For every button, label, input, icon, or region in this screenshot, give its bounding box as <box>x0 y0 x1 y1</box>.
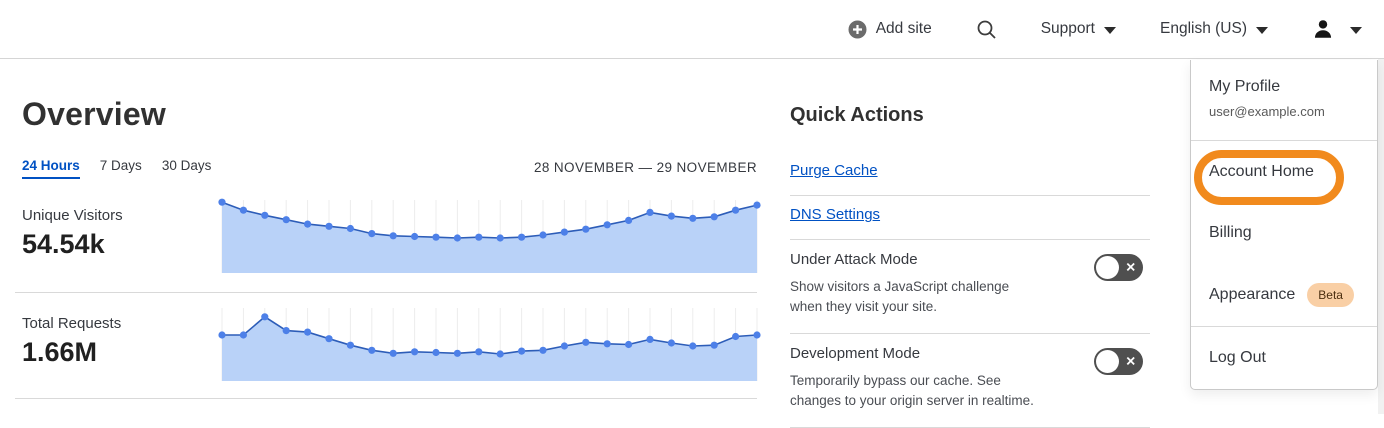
total-requests-label: Total Requests <box>22 315 122 332</box>
purge-cache-link[interactable]: Purge Cache <box>790 162 878 179</box>
toggle-off-x-icon: ✕ <box>1125 354 1136 368</box>
development-mode-row: Development Mode Temporarily bypass our … <box>790 334 1150 428</box>
language-menu-button[interactable]: English (US) <box>1160 20 1268 38</box>
profile-email: user@example.com <box>1209 104 1325 119</box>
purge-cache-row: Purge Cache <box>790 152 1150 196</box>
development-mode-label: Development Mode <box>790 345 921 362</box>
add-site-label: Add site <box>875 20 932 37</box>
quick-actions-title: Quick Actions <box>790 104 924 126</box>
development-mode-description: Temporarily bypass our cache. See change… <box>790 371 1150 410</box>
page-title: Overview <box>22 96 166 132</box>
unique-visitors-label: Unique Visitors <box>22 207 123 224</box>
menu-item-log-out[interactable]: Log Out <box>1209 349 1266 367</box>
quick-actions-panel: Quick Actions Purge Cache DNS Settings U… <box>790 104 1150 428</box>
toggle-off-x-icon: ✕ <box>1125 260 1136 274</box>
dns-settings-row: DNS Settings <box>790 196 1150 240</box>
total-requests-value: 1.66M <box>22 337 98 367</box>
divider <box>15 292 757 293</box>
dns-settings-link[interactable]: DNS Settings <box>790 206 881 223</box>
search-icon <box>977 20 996 39</box>
total-requests-chart <box>218 308 761 381</box>
toggle-knob <box>1096 350 1119 373</box>
toggle-knob <box>1096 256 1119 279</box>
date-range-label: 28 NOVEMBER — 29 NOVEMBER <box>533 160 757 175</box>
description-line: changes to your origin server in realtim… <box>790 392 1034 408</box>
time-range-tabs: 24 Hours 7 Days 30 Days <box>22 158 211 179</box>
under-attack-mode-label: Under Attack Mode <box>790 251 918 268</box>
tab-24-hours[interactable]: 24 Hours <box>22 158 80 179</box>
my-profile-item[interactable]: My Profile <box>1209 78 1281 95</box>
support-menu-button[interactable]: Support <box>1041 20 1116 38</box>
chevron-down-icon <box>1104 26 1116 34</box>
user-menu-button[interactable] <box>1312 18 1362 40</box>
add-site-button[interactable]: Add site <box>848 20 932 39</box>
chevron-down-icon <box>1256 26 1268 34</box>
search-button[interactable] <box>976 19 997 40</box>
description-line: Temporarily bypass our cache. See <box>790 373 1001 388</box>
divider <box>15 398 757 399</box>
user-icon <box>1314 20 1332 38</box>
description-line: Show visitors a JavaScript challenge <box>790 279 1010 294</box>
menu-item-billing[interactable]: Billing <box>1209 224 1252 242</box>
language-label: English (US) <box>1160 20 1247 37</box>
user-dropdown-menu: My Profile user@example.com Account Home… <box>1190 60 1378 390</box>
tab-7-days[interactable]: 7 Days <box>99 158 142 173</box>
support-label: Support <box>1040 20 1095 37</box>
top-nav-bar: Add site Support English (US) <box>0 0 1384 59</box>
unique-visitors-chart <box>218 198 761 273</box>
under-attack-mode-description: Show visitors a JavaScript challenge whe… <box>790 277 1150 316</box>
beta-badge: Beta <box>1307 283 1354 308</box>
menu-item-account-home[interactable]: Account Home <box>1209 162 1314 180</box>
under-attack-mode-row: Under Attack Mode Show visitors a JavaSc… <box>790 240 1150 334</box>
under-attack-mode-toggle[interactable]: ✕ <box>1094 254 1143 281</box>
appearance-label: Appearance <box>1209 286 1296 304</box>
chevron-down-icon <box>1350 26 1362 34</box>
menu-item-appearance[interactable]: Appearance Beta <box>1191 264 1377 328</box>
description-line: when they visit your site. <box>790 298 938 314</box>
add-site-plus-icon <box>848 20 867 38</box>
page-edge-strip <box>1378 59 1384 414</box>
menu-profile-section[interactable]: My Profile user@example.com <box>1191 60 1377 141</box>
development-mode-toggle[interactable]: ✕ <box>1094 348 1143 375</box>
tab-30-days[interactable]: 30 Days <box>161 158 212 173</box>
unique-visitors-value: 54.54k <box>22 229 105 259</box>
